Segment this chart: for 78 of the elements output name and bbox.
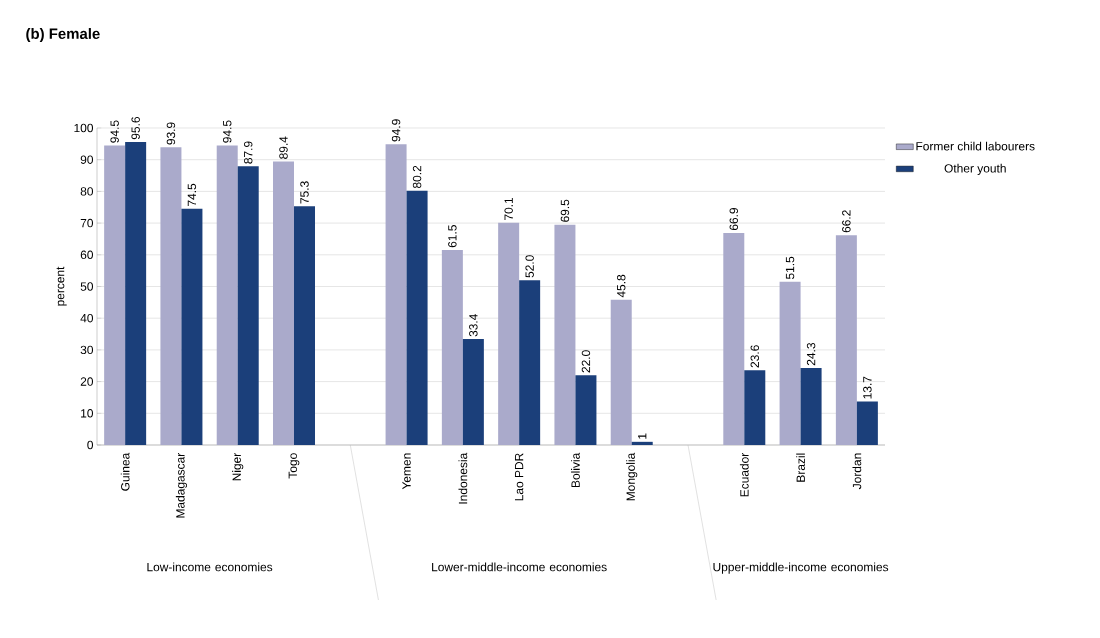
x-tick-label: Yemen xyxy=(402,453,411,490)
data-label: 52.0 xyxy=(525,255,534,278)
bar xyxy=(519,280,541,445)
x-tick-label: Togo xyxy=(288,453,300,479)
text: Low-income economies xyxy=(147,562,273,572)
data-label: 1 xyxy=(638,433,647,439)
x-tick-label: Jordan xyxy=(852,453,862,490)
y-tick-label: 90 xyxy=(80,155,94,164)
data-label: 89.4 xyxy=(279,136,288,159)
legend-label: Former child labourers xyxy=(916,141,1035,151)
bar xyxy=(441,250,463,445)
y-tick-label: 10 xyxy=(81,409,94,418)
bar xyxy=(779,281,801,445)
bar xyxy=(554,224,576,445)
data-label: 70.1 xyxy=(504,197,513,220)
data-label: 66.2 xyxy=(842,210,851,233)
bar xyxy=(462,339,484,445)
data-label: 66.9 xyxy=(729,208,739,231)
bar xyxy=(835,235,857,445)
text: Lower-middle-income economies xyxy=(432,562,607,572)
x-tick-label: Brazil xyxy=(796,453,805,482)
data-label: 33.4 xyxy=(469,314,478,337)
data-label: 61.5 xyxy=(448,225,457,248)
bar xyxy=(294,206,315,445)
x-tick-label: Niger xyxy=(232,452,244,481)
x-tick-label: Guinea xyxy=(120,452,130,491)
data-label: 13.7 xyxy=(863,376,872,399)
bar xyxy=(216,145,238,445)
bar xyxy=(160,147,182,445)
bar xyxy=(385,144,407,445)
chart-title: (b) Female xyxy=(26,28,100,42)
data-label: 80.2 xyxy=(412,165,422,189)
y-tick-label: 40 xyxy=(80,313,94,323)
bar xyxy=(610,299,632,445)
bar xyxy=(181,208,203,445)
data-label: 94.5 xyxy=(222,120,232,143)
bar xyxy=(744,370,766,445)
data-label: 93.9 xyxy=(166,122,176,145)
bar xyxy=(856,401,878,445)
data-label: 87.9 xyxy=(243,141,253,164)
data-label: 51.5 xyxy=(785,256,795,280)
text: Upper-middle-income economies xyxy=(713,562,889,574)
bar xyxy=(406,190,428,445)
bar xyxy=(498,222,520,445)
data-label: 74.5 xyxy=(187,183,197,207)
data-label: 22.0 xyxy=(581,350,591,373)
data-label: 45.8 xyxy=(616,274,626,298)
bar xyxy=(723,232,745,445)
bar xyxy=(104,145,126,445)
y-tick-label: 60 xyxy=(80,250,94,260)
data-label: 94.5 xyxy=(110,120,119,143)
text: Other youth xyxy=(944,163,1006,175)
data-label: 75.3 xyxy=(300,181,309,204)
bar xyxy=(125,141,147,445)
x-tick-label: Bolivia xyxy=(571,452,580,487)
y-tick-label: 80 xyxy=(80,187,94,196)
data-label: 69.5 xyxy=(560,199,570,222)
bar xyxy=(237,166,259,445)
x-tick-label: Ecuador xyxy=(739,452,749,497)
data-label: 24.3 xyxy=(806,343,816,366)
y-tick-label: 0 xyxy=(87,440,94,450)
y-tick-label: 30 xyxy=(80,345,94,355)
bar xyxy=(800,367,822,445)
y-axis-title: percent xyxy=(56,266,67,306)
y-tick-label: 70 xyxy=(80,218,94,228)
bar xyxy=(631,441,653,445)
x-tick-label: Mongolia xyxy=(626,452,638,501)
x-tick-label: Madagascar xyxy=(175,452,188,518)
x-tick-label: Lao PDR xyxy=(514,453,524,501)
bar xyxy=(575,375,597,445)
x-tick-label: Indonesia xyxy=(458,452,468,504)
data-label: 94.9 xyxy=(391,119,401,142)
y-tick-label: 20 xyxy=(80,377,94,386)
y-tick-label: 50 xyxy=(80,282,94,291)
data-label: 95.6 xyxy=(131,117,140,140)
y-tick-label: 100 xyxy=(74,123,94,133)
data-label: 23.6 xyxy=(750,345,760,368)
bar xyxy=(273,161,294,445)
